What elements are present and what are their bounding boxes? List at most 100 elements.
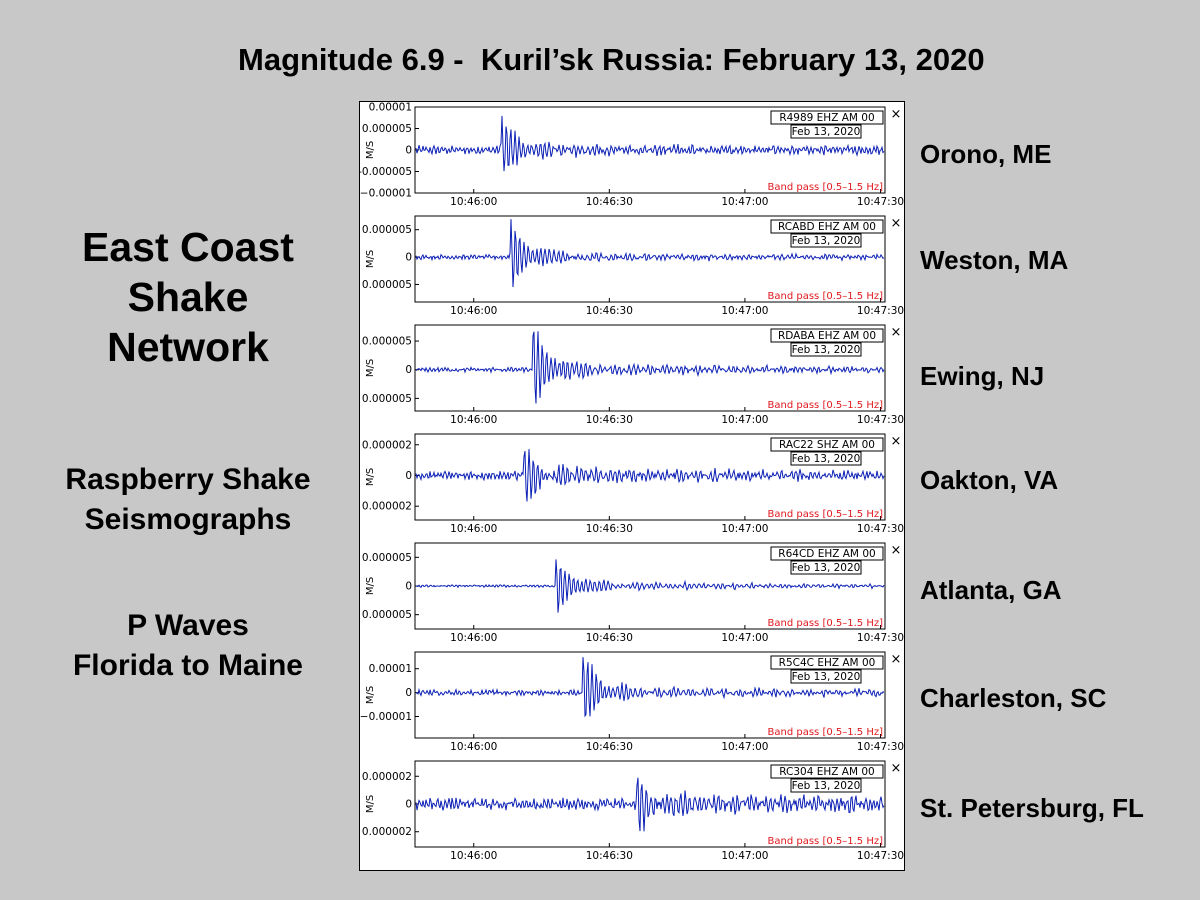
seismogram-3: 0.000002 0 0.000002 M/S 10:46:00 10:46:30 10:4… [362, 433, 904, 535]
x-tick-label: 10:46:30 [586, 414, 633, 426]
x-tick-label: 10:47:00 [721, 523, 768, 535]
filter-label: Band pass [0.5–1.5 Hz] [768, 727, 884, 738]
x-tick-label: 10:47:00 [721, 850, 768, 862]
y-tick-label: −0.00001 [360, 711, 412, 723]
station-id-label: R64CD EHZ AM 00 [778, 548, 875, 560]
x-tick-label: 10:46:00 [450, 523, 497, 535]
seismogram-6: 0.000002 0 0.000002 M/S 10:46:00 10:46:30 10:4… [362, 760, 904, 862]
close-icon[interactable]: × [891, 652, 902, 667]
filter-label: Band pass [0.5–1.5 Hz] [768, 400, 884, 411]
y-axis-label: M/S [365, 250, 376, 268]
date-box [790, 669, 862, 684]
x-tick-label: 10:46:30 [586, 632, 633, 644]
station-label-oakton: Oakton, VA [920, 465, 1059, 495]
date-label: Feb 13, 2020 [792, 235, 861, 247]
device-caption-line-2: Seismographs [84, 503, 292, 536]
y-axis-label: M/S [365, 795, 376, 813]
station-label-st-petersburg: St. Petersburg, FL [920, 793, 1144, 823]
x-tick-label: 10:46:30 [586, 305, 633, 317]
station-id-label: R5C4C EHZ AM 00 [779, 657, 876, 669]
x-tick-label: 10:46:30 [586, 523, 633, 535]
x-tick-label: 10:46:30 [586, 741, 633, 753]
station-id-label: RCABD EHZ AM 00 [778, 221, 876, 233]
wave-caption-line-2: Florida to Maine [72, 649, 303, 682]
date-box [790, 124, 862, 139]
heading-line-1: East Coast [82, 224, 294, 270]
station-id-box [770, 219, 884, 234]
y-axis-label: M/S [365, 141, 376, 159]
y-tick-label: 0.00001 [369, 663, 412, 675]
seismogram-0: 0.00001 0.000005 0 -0.000005 −0.00001 M/S 10:4… [359, 102, 904, 209]
waveform-line [415, 115, 885, 172]
station-label-atlanta: Atlanta, GA [920, 575, 1062, 605]
date-label: Feb 13, 2020 [792, 126, 861, 138]
y-axis-label: M/S [365, 359, 376, 377]
y-tick-label: 0 [405, 252, 412, 264]
station-id-box [770, 437, 884, 452]
x-tick-label: 10:47:30 [857, 632, 904, 644]
y-axis-label: M/S [365, 468, 376, 486]
y-axis-label: M/S [365, 686, 376, 704]
y-tick-label: 0 [405, 799, 412, 811]
x-tick-label: 10:46:00 [450, 850, 497, 862]
x-tick-label: 10:46:00 [450, 741, 497, 753]
date-box [790, 560, 862, 575]
close-icon[interactable]: × [891, 761, 902, 776]
x-tick-label: 10:47:30 [857, 523, 904, 535]
station-id-box [770, 764, 884, 779]
station-label-charleston: Charleston, SC [920, 683, 1107, 713]
filter-label: Band pass [0.5–1.5 Hz] [768, 836, 884, 847]
seismogram-1: 0.000005 0 0.000005 M/S 10:46:00 10:46:30 10:4… [362, 215, 904, 317]
y-tick-label: −0.00001 [360, 188, 412, 200]
close-icon[interactable]: × [891, 325, 902, 340]
station-label-orono: Orono, ME [920, 139, 1052, 169]
seismogram-stack: 0.00001 0.000005 0 -0.000005 −0.00001 M/S 10:4… [359, 102, 904, 863]
filter-label: Band pass [0.5–1.5 Hz] [768, 182, 884, 193]
waveform-line [415, 219, 885, 288]
x-tick-label: 10:47:30 [857, 305, 904, 317]
y-tick-label: 0.00001 [369, 102, 412, 114]
date-box [790, 778, 862, 793]
station-label-ewing: Ewing, NJ [920, 361, 1045, 391]
y-tick-label: 0 [405, 364, 412, 376]
date-box [790, 233, 862, 248]
close-icon[interactable]: × [891, 543, 902, 558]
y-tick-label: 0.000002 [362, 439, 412, 451]
waveform-line [415, 559, 885, 613]
close-icon[interactable]: × [891, 216, 902, 231]
wave-caption-line-1: P Waves [127, 609, 249, 642]
y-tick-label: 0.000005 [362, 552, 412, 564]
device-caption: Raspberry Shake Seismographs [28, 460, 348, 540]
close-icon[interactable]: × [891, 434, 902, 449]
station-id-box [770, 655, 884, 670]
heading-line-2: Shake [127, 274, 249, 320]
x-tick-label: 10:47:00 [721, 414, 768, 426]
x-tick-label: 10:46:00 [450, 305, 497, 317]
station-id-label: RAC22 SHZ AM 00 [779, 439, 875, 451]
date-box [790, 451, 862, 466]
y-tick-label: 0 [405, 687, 412, 699]
date-label: Feb 13, 2020 [792, 780, 861, 792]
x-tick-label: 10:47:30 [857, 741, 904, 753]
wave-caption: P Waves Florida to Maine [28, 606, 348, 686]
slide-title: Magnitude 6.9 - Kuril’sk Russia: Februar… [238, 42, 985, 77]
heading-line-3: Network [107, 324, 269, 370]
y-tick-label: 0.000002 [362, 826, 412, 838]
station-id-box [770, 546, 884, 561]
x-tick-label: 10:46:30 [586, 850, 633, 862]
waveform-line [415, 331, 885, 404]
station-id-label: R4989 EHZ AM 00 [779, 112, 874, 124]
y-tick-label: 0.000005 [362, 609, 412, 621]
x-tick-label: 10:47:30 [857, 196, 904, 208]
y-tick-label: 0.000005 [362, 336, 412, 348]
x-tick-label: 10:46:00 [450, 196, 497, 208]
station-id-box [770, 328, 884, 343]
y-tick-label: 0.000005 [362, 393, 412, 405]
seismogram-2: 0.000005 0 0.000005 M/S 10:46:00 10:46:30 10:4… [362, 324, 904, 426]
y-tick-label: 0 [405, 145, 412, 157]
y-axis-label: M/S [365, 577, 376, 595]
filter-label: Band pass [0.5–1.5 Hz] [768, 618, 884, 629]
x-tick-label: 10:47:00 [721, 632, 768, 644]
station-label-weston: Weston, MA [920, 245, 1069, 275]
close-icon[interactable]: × [891, 107, 902, 122]
